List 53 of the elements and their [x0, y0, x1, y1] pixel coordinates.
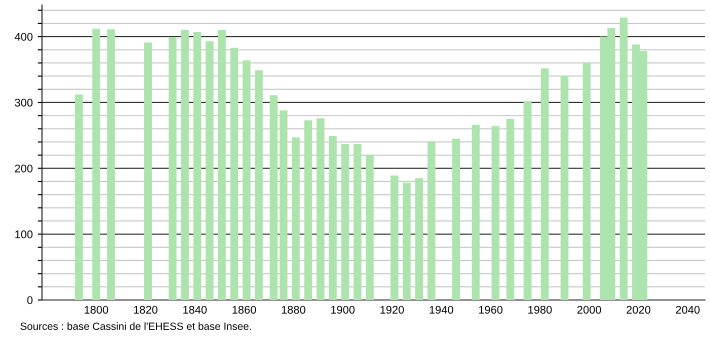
bar [582, 62, 591, 300]
source-note: Sources : base Cassini de l'EHESS et base Insee. [20, 322, 251, 330]
bar [427, 142, 436, 300]
bar [390, 176, 398, 300]
bar [524, 101, 532, 300]
bar [75, 94, 83, 300]
bar [341, 144, 350, 300]
bar [366, 155, 374, 300]
bar [270, 95, 278, 300]
bar [206, 41, 214, 300]
bar [193, 32, 202, 300]
bar [354, 144, 362, 300]
y-tick-label: 200 [14, 164, 33, 172]
bar [560, 76, 568, 300]
bar [181, 30, 189, 300]
bar [230, 48, 238, 300]
bar [472, 124, 480, 300]
bar [144, 42, 152, 300]
x-tick-label: 1820 [134, 306, 158, 314]
bar [506, 118, 514, 300]
x-tick-label: 1960 [479, 306, 502, 314]
bar [168, 37, 177, 300]
x-tick-label: 1980 [528, 306, 552, 314]
bar [316, 118, 324, 300]
y-tick-label: 400 [14, 32, 33, 41]
y-tick-label: 0 [27, 296, 33, 304]
bar [620, 18, 628, 300]
bar [92, 28, 100, 300]
x-tick-label: 1860 [232, 306, 256, 314]
y-tick-label: 300 [14, 98, 33, 107]
bar [242, 60, 251, 300]
bar [107, 29, 115, 300]
x-tick-label: 1920 [380, 306, 404, 314]
bar [328, 136, 337, 300]
x-tick-label: 1900 [331, 306, 355, 314]
bar [540, 68, 549, 300]
bar [292, 137, 300, 300]
x-tick-label: 1940 [430, 306, 454, 314]
x-tick-label: 1880 [282, 306, 306, 314]
x-tick-label: 2000 [577, 306, 602, 314]
x-tick-label: 1840 [183, 306, 207, 314]
bar [280, 110, 288, 300]
x-tick-label: 2020 [626, 306, 650, 314]
x-tick-label: 2040 [676, 306, 700, 314]
x-tick-label: 1800 [84, 306, 108, 314]
y-tick-label: 100 [15, 230, 33, 238]
bar [415, 178, 424, 300]
bar [218, 30, 226, 300]
bar [254, 70, 263, 300]
bar [492, 126, 500, 300]
bar [452, 138, 460, 300]
bar [304, 120, 312, 300]
bar [402, 182, 411, 300]
